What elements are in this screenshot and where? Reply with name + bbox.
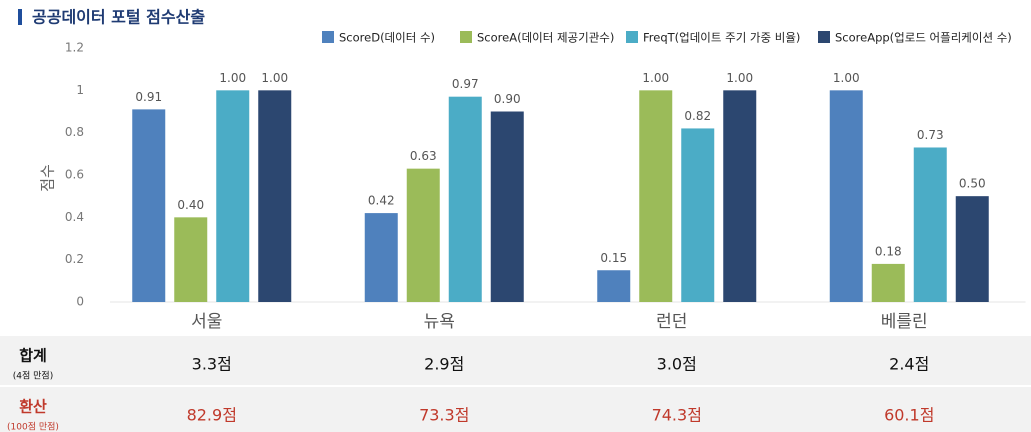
- legend-label: ScoreApp(업로드 어플리케이션 수): [835, 31, 1012, 45]
- value-label: 0.90: [494, 92, 521, 106]
- bar: [639, 90, 673, 302]
- y-tick-label: 0.8: [65, 125, 84, 139]
- x-tick-label: 뉴욕: [424, 312, 455, 332]
- bar: [258, 90, 292, 302]
- row-label: 환산: [19, 398, 47, 416]
- row-label: 합계: [19, 347, 47, 365]
- value-label: 0.15: [600, 251, 627, 265]
- table-cell: 3.0점: [657, 355, 697, 374]
- legend-swatch: [818, 31, 830, 43]
- bar: [829, 90, 863, 302]
- y-tick-label: 0.6: [65, 168, 84, 182]
- bar: [132, 109, 166, 302]
- table-cell: 73.3점: [419, 406, 469, 425]
- title-marker: [18, 9, 22, 25]
- bar: [871, 263, 905, 302]
- table-cell: 60.1점: [884, 406, 934, 425]
- x-tick-label: 서울: [191, 312, 222, 332]
- legend-label: FreqT(업데이트 주기 가중 비율): [643, 31, 800, 45]
- bar: [955, 196, 989, 302]
- legend-swatch: [626, 31, 638, 43]
- value-label: 0.91: [135, 90, 162, 104]
- bar: [364, 213, 398, 302]
- table-cell: 2.4점: [889, 355, 929, 374]
- legend-label: ScoreD(데이터 수): [339, 31, 435, 45]
- bar: [174, 217, 208, 302]
- value-label: 1.00: [219, 71, 246, 85]
- bar: [913, 147, 947, 302]
- x-tick-label: 베를린: [881, 312, 928, 332]
- bar: [681, 128, 715, 302]
- value-label: 0.50: [959, 177, 986, 191]
- value-label: 0.97: [452, 77, 479, 91]
- value-label: 1.00: [261, 71, 288, 85]
- table-cell: 74.3점: [652, 406, 702, 425]
- bar: [448, 96, 482, 302]
- value-label: 0.73: [917, 128, 944, 142]
- legend-label: ScoreA(데이터 제공기관수): [477, 31, 614, 45]
- y-tick-label: 1.2: [65, 41, 84, 55]
- legend-swatch: [322, 31, 334, 43]
- value-label: 0.40: [177, 198, 204, 212]
- y-tick-label: 0.4: [65, 210, 84, 224]
- table-cell: 82.9점: [187, 406, 237, 425]
- y-tick-label: 1: [76, 83, 84, 97]
- table-cell: 3.3점: [192, 355, 232, 374]
- row-note: (100점 만점): [7, 421, 59, 432]
- table-background: [0, 336, 1031, 432]
- chart-title: 공공데이터 포털 점수산출: [32, 8, 205, 27]
- bar: [597, 270, 631, 302]
- value-label: 1.00: [833, 71, 860, 85]
- value-label: 0.63: [410, 149, 437, 163]
- y-tick-label: 0.2: [65, 252, 84, 266]
- bar: [490, 111, 524, 302]
- table-cell: 2.9점: [424, 355, 464, 374]
- y-axis-label: 점수: [39, 164, 57, 192]
- value-label: 0.82: [684, 109, 711, 123]
- row-note: (4점 만점): [13, 370, 53, 382]
- bar: [723, 90, 757, 302]
- bar: [216, 90, 250, 302]
- value-label: 1.00: [726, 71, 753, 85]
- value-label: 1.00: [642, 71, 669, 85]
- value-label: 0.18: [875, 244, 902, 258]
- value-label: 0.42: [368, 194, 395, 208]
- legend-swatch: [460, 31, 472, 43]
- x-tick-label: 런던: [656, 312, 687, 332]
- bar: [406, 168, 440, 302]
- y-tick-label: 0: [76, 295, 84, 309]
